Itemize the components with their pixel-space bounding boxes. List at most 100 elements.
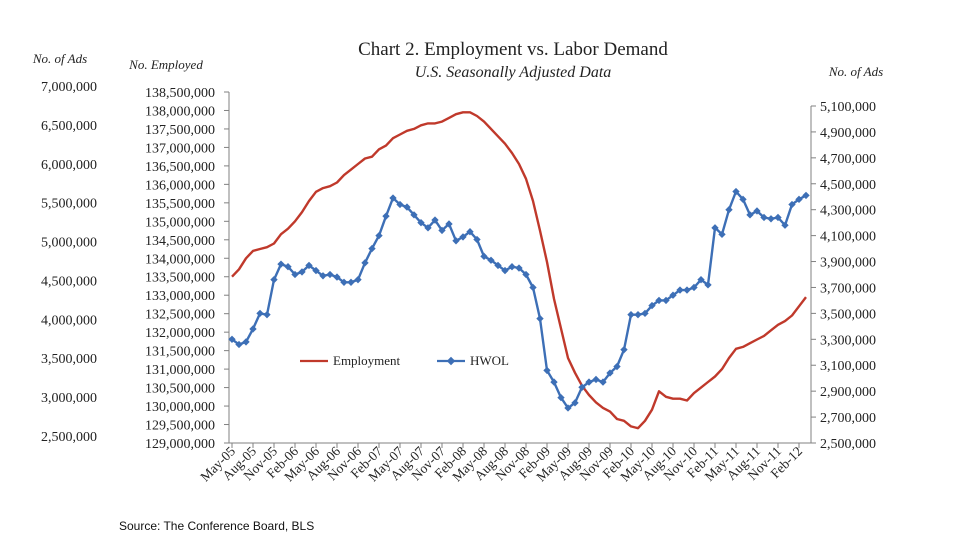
hwol-point <box>802 191 810 200</box>
hwol-point <box>704 281 712 289</box>
outer-left-tick-label: 5,500,000 <box>41 197 97 212</box>
hwol-point <box>564 404 572 412</box>
hwol-point <box>760 213 768 222</box>
inner-left-axis: 138,500,000 138,000,000 137,500,000 137,000… <box>145 86 229 452</box>
hwol-point <box>305 261 313 270</box>
outer-left-tick-label: 6,000,000 <box>41 158 97 173</box>
employment-series <box>231 111 807 430</box>
legend: Employment HWOL <box>300 353 509 368</box>
hwol-point <box>578 383 586 391</box>
hwol-point <box>641 309 649 318</box>
inner-left-tick-label: 136,500,000 <box>145 160 215 175</box>
hwol-point <box>697 276 705 284</box>
hwol-point <box>515 264 523 272</box>
hwol-point <box>438 226 446 235</box>
hwol-point <box>683 286 691 294</box>
outer-left-tick-label: 7,000,000 <box>41 80 97 95</box>
right-tick-label: 5,100,000 <box>820 100 876 115</box>
hwol-point <box>333 273 341 281</box>
hwol-point <box>494 261 502 270</box>
inner-left-tick-label: 132,000,000 <box>145 326 215 341</box>
inner-left-tick-label: 130,500,000 <box>145 382 215 397</box>
hwol-point <box>669 291 677 299</box>
hwol-point <box>557 393 565 402</box>
right-tick-label: 4,500,000 <box>820 178 876 193</box>
hwol-point <box>382 212 390 220</box>
inner-left-tick-label: 134,000,000 <box>145 252 215 267</box>
hwol-point <box>536 314 544 323</box>
hwol-point <box>249 325 257 333</box>
hwol-point <box>690 283 698 292</box>
hwol-point <box>326 270 334 279</box>
inner-left-tick-label: 136,000,000 <box>145 178 215 193</box>
hwol-point <box>270 276 278 284</box>
hwol-point <box>410 211 418 219</box>
inner-left-tick-label: 132,500,000 <box>145 308 215 323</box>
chart-title: Chart 2. Employment vs. Labor Demand <box>358 39 668 60</box>
inner-left-tick-label: 130,000,000 <box>145 400 215 415</box>
hwol-point <box>592 375 600 384</box>
hwol-point <box>529 283 537 292</box>
source-note: Source: The Conference Board, BLS <box>119 519 314 533</box>
hwol-point <box>746 211 754 219</box>
inner-left-tick-label: 129,500,000 <box>145 419 215 434</box>
hwol-point <box>298 268 306 276</box>
hwol-point <box>354 276 362 284</box>
hwol-point <box>291 270 299 279</box>
hwol-point <box>375 231 383 240</box>
outer-left-tick-label: 4,500,000 <box>41 274 97 289</box>
outer-left-tick-label: 4,000,000 <box>41 313 97 328</box>
hwol-point <box>473 235 481 244</box>
hwol-point <box>774 213 782 222</box>
hwol-point <box>235 340 243 349</box>
hwol-point <box>361 259 369 267</box>
hwol-point <box>466 228 474 236</box>
right-tick-label: 3,500,000 <box>820 307 876 322</box>
hwol-point <box>543 366 551 375</box>
legend-hwol-marker <box>446 356 456 366</box>
hwol-point <box>459 233 467 241</box>
inner-left-tick-label: 131,000,000 <box>145 363 215 378</box>
hwol-point <box>620 345 628 354</box>
inner-left-tick-label: 133,000,000 <box>145 289 215 304</box>
inner-left-axis-label: No. Employed <box>128 57 203 72</box>
inner-left-tick-label: 137,000,000 <box>145 141 215 156</box>
hwol-point <box>501 266 509 275</box>
hwol-point <box>662 296 670 305</box>
chart-subtitle: U.S. Seasonally Adjusted Data <box>415 64 612 81</box>
right-tick-label: 3,300,000 <box>820 333 876 348</box>
right-tick-label: 2,900,000 <box>820 385 876 400</box>
hwol-point <box>599 378 607 386</box>
hwol-point <box>487 256 495 264</box>
plot-frame <box>228 92 812 444</box>
right-axis-label: No. of Ads <box>828 64 883 79</box>
inner-left-tick-label: 138,500,000 <box>145 86 215 101</box>
hwol-point <box>725 206 733 214</box>
hwol-point <box>256 309 264 318</box>
hwol-point <box>571 399 579 407</box>
hwol-point <box>242 338 250 346</box>
right-tick-label: 3,900,000 <box>820 256 876 271</box>
right-tick-label: 4,700,000 <box>820 152 876 167</box>
inner-left-tick-label: 137,500,000 <box>145 123 215 138</box>
right-tick-label: 4,300,000 <box>820 204 876 219</box>
inner-left-tick-label: 133,500,000 <box>145 271 215 286</box>
hwol-point <box>550 378 558 386</box>
hwol-point <box>781 221 789 229</box>
hwol-point <box>347 278 355 286</box>
legend-hwol-label: HWOL <box>470 353 509 368</box>
hwol-point <box>263 311 271 319</box>
right-tick-label: 4,100,000 <box>820 230 876 245</box>
hwol-point <box>431 216 439 224</box>
outer-left-axis-label: No. of Ads <box>32 51 87 66</box>
inner-left-tick-label: 131,500,000 <box>145 345 215 360</box>
hwol-point <box>732 187 740 196</box>
inner-left-tick-label: 135,500,000 <box>145 197 215 212</box>
hwol-point <box>753 207 761 215</box>
legend-employment-label: Employment <box>333 353 401 368</box>
hwol-point <box>319 272 327 280</box>
hwol-point <box>655 296 663 305</box>
inner-left-tick-label: 138,000,000 <box>145 104 215 119</box>
outer-left-tick-label: 3,500,000 <box>41 352 97 367</box>
